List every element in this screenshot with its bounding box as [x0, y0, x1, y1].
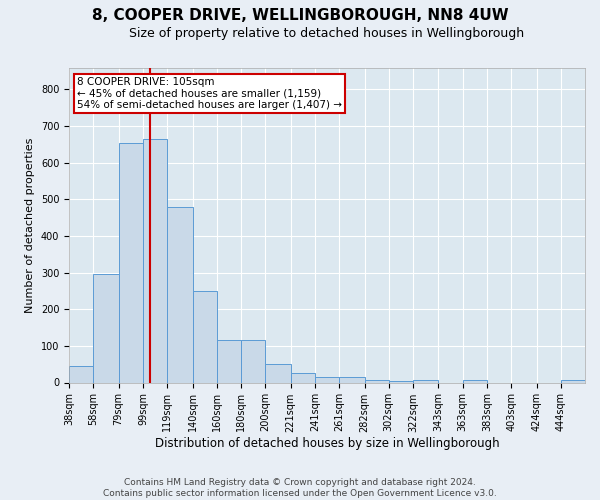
Text: 8 COOPER DRIVE: 105sqm
← 45% of detached houses are smaller (1,159)
54% of semi-: 8 COOPER DRIVE: 105sqm ← 45% of detached…: [77, 77, 342, 110]
Bar: [93, 274, 119, 382]
Bar: [463, 380, 487, 382]
Bar: [290, 372, 315, 382]
Bar: [69, 366, 93, 382]
Title: Size of property relative to detached houses in Wellingborough: Size of property relative to detached ho…: [130, 27, 524, 40]
Bar: [143, 139, 167, 382]
X-axis label: Distribution of detached houses by size in Wellingborough: Distribution of detached houses by size …: [155, 437, 499, 450]
Bar: [413, 380, 439, 382]
Bar: [119, 142, 143, 382]
Bar: [365, 380, 389, 382]
Bar: [339, 377, 365, 382]
Bar: [561, 380, 585, 382]
Bar: [241, 340, 265, 382]
Text: 8, COOPER DRIVE, WELLINGBOROUGH, NN8 4UW: 8, COOPER DRIVE, WELLINGBOROUGH, NN8 4UW: [92, 8, 508, 22]
Bar: [167, 206, 193, 382]
Bar: [193, 291, 217, 382]
Bar: [265, 364, 290, 382]
Y-axis label: Number of detached properties: Number of detached properties: [25, 138, 35, 312]
Bar: [315, 377, 339, 382]
Text: Contains HM Land Registry data © Crown copyright and database right 2024.
Contai: Contains HM Land Registry data © Crown c…: [103, 478, 497, 498]
Bar: [217, 340, 241, 382]
